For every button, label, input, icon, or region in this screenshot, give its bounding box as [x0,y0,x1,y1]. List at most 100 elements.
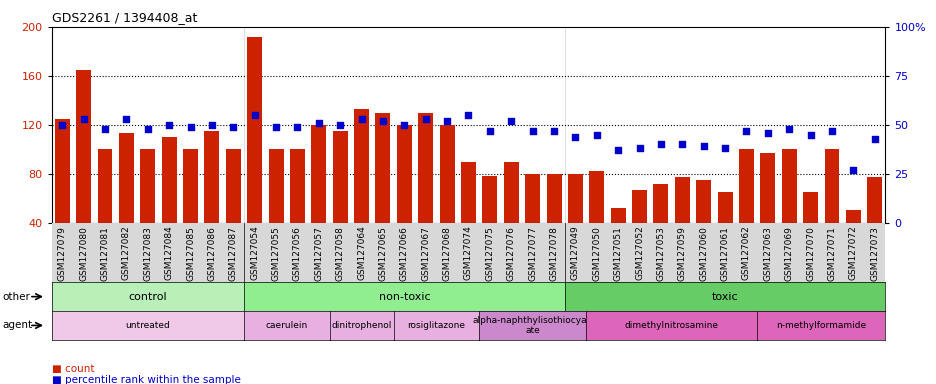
Text: alpha-naphthylisothiocyan
ate: alpha-naphthylisothiocyan ate [472,316,592,335]
Text: GSM127076: GSM127076 [506,226,515,281]
Point [354,116,369,122]
Point [695,143,710,149]
Point [717,145,732,151]
Bar [739,149,753,272]
Point [461,112,475,118]
Text: GSM127070: GSM127070 [805,226,814,281]
Text: GSM127058: GSM127058 [335,226,344,281]
Text: untreated: untreated [125,321,170,330]
Bar [439,125,454,272]
Bar [867,177,882,272]
Bar [546,174,561,272]
Point [652,141,667,147]
Point [183,124,197,130]
Bar [97,149,112,272]
Point [567,134,582,140]
Text: rosiglitazone: rosiglitazone [407,321,465,330]
Text: GSM127055: GSM127055 [271,226,280,281]
Text: GSM127062: GSM127062 [741,226,750,280]
Bar [54,119,69,272]
Bar [183,149,197,272]
Text: GSM127052: GSM127052 [635,226,643,280]
Text: GSM127079: GSM127079 [58,226,66,281]
Text: GSM127073: GSM127073 [870,226,878,281]
Text: GSM127077: GSM127077 [528,226,536,281]
Text: GSM127075: GSM127075 [485,226,494,281]
Text: GSM127057: GSM127057 [314,226,323,281]
Text: toxic: toxic [711,291,738,302]
Point [439,118,454,124]
Bar [781,149,796,272]
Text: GSM127085: GSM127085 [186,226,195,281]
Bar [461,162,475,272]
Point [76,116,91,122]
Bar [695,180,710,272]
Point [375,118,390,124]
Text: GSM127082: GSM127082 [122,226,131,280]
Text: GSM127053: GSM127053 [656,226,665,281]
Text: GSM127054: GSM127054 [250,226,259,280]
Bar [589,171,604,272]
Text: GSM127072: GSM127072 [848,226,857,280]
Point [247,112,262,118]
Bar [332,131,347,272]
Text: GSM127059: GSM127059 [677,226,686,281]
Text: GSM127081: GSM127081 [100,226,110,281]
Point [802,131,817,138]
Point [759,129,774,136]
Text: agent: agent [3,320,33,331]
Point [119,116,134,122]
Text: GSM127068: GSM127068 [442,226,451,281]
Bar [247,36,262,272]
Point [781,126,796,132]
Point [54,122,69,128]
Bar [76,70,91,272]
Point [204,122,219,128]
Point [397,122,412,128]
Text: ■ count: ■ count [51,364,94,374]
Point [289,124,304,130]
Point [524,127,539,134]
Bar [717,192,732,272]
Bar [759,153,774,272]
Point [674,141,689,147]
Bar [289,149,304,272]
Bar [482,176,497,272]
Text: GSM127086: GSM127086 [207,226,216,281]
Point [739,127,753,134]
Text: GSM127065: GSM127065 [378,226,388,281]
Point [546,127,561,134]
Text: GSM127087: GSM127087 [228,226,238,281]
Point [610,147,625,153]
Point [867,136,882,142]
Bar [375,113,390,272]
Bar [417,113,432,272]
Bar [354,109,369,272]
Bar [567,174,582,272]
Text: n-methylformamide: n-methylformamide [775,321,866,330]
Bar [524,174,539,272]
Text: GSM127063: GSM127063 [763,226,771,281]
Text: GSM127060: GSM127060 [698,226,708,281]
Text: GSM127074: GSM127074 [463,226,473,280]
Text: non-toxic: non-toxic [378,291,430,302]
Text: GSM127083: GSM127083 [143,226,152,281]
Bar [802,192,817,272]
Point [226,124,241,130]
Point [97,126,112,132]
Bar [824,149,839,272]
Text: dinitrophenol: dinitrophenol [331,321,391,330]
Text: GSM127071: GSM127071 [826,226,836,281]
Text: control: control [128,291,167,302]
Point [311,120,326,126]
Text: GSM127067: GSM127067 [421,226,430,281]
Bar [674,177,689,272]
Text: GDS2261 / 1394408_at: GDS2261 / 1394408_at [51,12,197,25]
Text: dimethylnitrosamine: dimethylnitrosamine [624,321,718,330]
Text: GSM127049: GSM127049 [570,226,579,280]
Bar [397,125,412,272]
Text: GSM127064: GSM127064 [357,226,366,280]
Text: GSM127061: GSM127061 [720,226,729,281]
Text: GSM127050: GSM127050 [592,226,601,281]
Point [482,127,497,134]
